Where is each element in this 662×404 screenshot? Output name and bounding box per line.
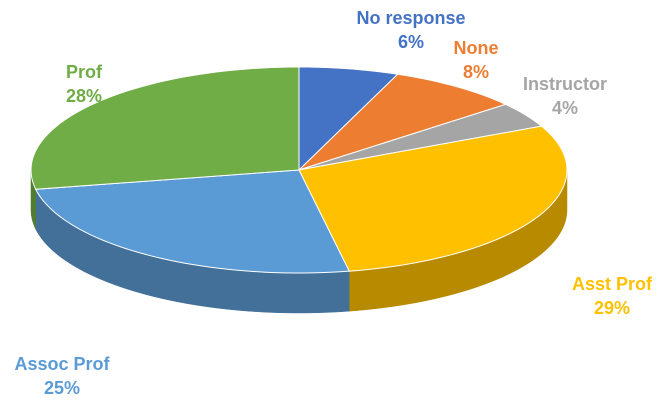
pie-slice-asst-prof [298,125,568,272]
pie-slice-none [298,73,507,171]
pie-tops [30,66,568,274]
label-assoc-prof-name: Assoc Prof [14,354,110,374]
label-instructor-percent: 4% [552,98,578,118]
pie-slice-assoc-prof [34,169,351,274]
label-prof-percent: 28% [66,86,102,106]
pie-labels: No response 6% None 8% Instructor 4% Asst Prof… [14,8,653,398]
label-none-percent: 8% [463,62,489,82]
label-none-name: None [454,38,499,58]
label-no-response-name: No response [356,8,465,28]
label-no-response-percent: 6% [398,32,424,52]
label-instructor-name: Instructor [523,74,607,94]
pie-slice-instructor [298,103,543,171]
label-asst-prof-name: Asst Prof [572,274,653,294]
pie-slice-no-response [298,66,399,172]
label-assoc-prof-percent: 25% [44,378,80,398]
label-prof-name: Prof [66,62,103,82]
label-asst-prof-percent: 29% [594,298,630,318]
pie-slice-prof [30,66,300,190]
